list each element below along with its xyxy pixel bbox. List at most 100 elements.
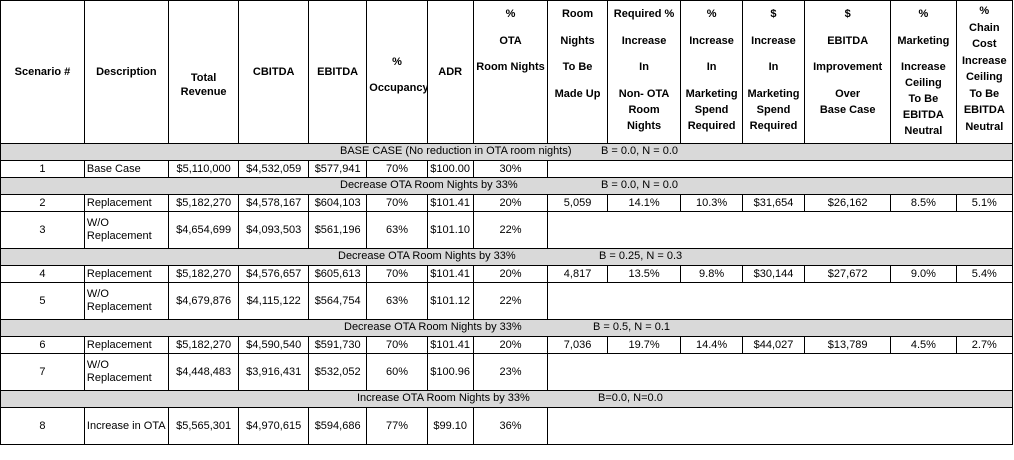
- cell-marketing-pct: 10.3%: [680, 194, 743, 212]
- cell-description: Increase in OTA: [83, 407, 169, 445]
- table-row: 7 W/O Replacement $4,448,483 $3,916,431 …: [0, 353, 1013, 391]
- cell-ota: 23%: [472, 353, 549, 391]
- cell-occupancy: 70%: [366, 194, 428, 212]
- header-description: Description: [83, 0, 169, 144]
- section-band-cell: Increase OTA Room Nights by 33% B=0.0, N…: [0, 390, 1013, 408]
- section-band-cell: Decrease OTA Room Nights by 33% B = 0.25…: [0, 248, 1013, 266]
- cell-occupancy: 63%: [366, 211, 428, 249]
- section-band: BASE CASE (No reduction in OTA room nigh…: [0, 143, 1013, 161]
- section-title: Decrease OTA Room Nights by 33%: [344, 321, 522, 333]
- cell-adr: $101.41: [426, 265, 474, 283]
- table-row: 4 Replacement $5,182,270 $4,576,657 $605…: [0, 265, 1014, 283]
- cell-marketing-ceiling: 8.5%: [890, 194, 957, 212]
- header-marketing-ceiling: % Marketing Increase Ceiling To Be EBITD…: [890, 0, 957, 144]
- cell-ebitda: $561,196: [307, 211, 368, 249]
- cell-cbitda: $3,916,431: [238, 353, 309, 391]
- cell-ebitda: $591,730: [307, 336, 368, 354]
- section-params: B = 0.0, N = 0.0: [601, 179, 679, 191]
- cell-occupancy: 70%: [366, 160, 428, 178]
- cell-description: Replacement: [83, 265, 169, 283]
- cell-scenario: 8: [0, 407, 85, 445]
- cell-adr: $99.10: [426, 407, 474, 445]
- cell-empty: [547, 282, 1013, 320]
- cell-total-revenue: $5,565,301: [167, 407, 240, 445]
- section-title: Increase OTA Room Nights by 33%: [357, 392, 530, 404]
- table-row: 3 W/O Replacement $4,654,699 $4,093,503 …: [0, 211, 1013, 249]
- cell-empty: [547, 160, 1013, 178]
- cell-adr: $101.41: [426, 194, 474, 212]
- cell-ota: 20%: [472, 336, 549, 354]
- cell-ebitda-improvement: $27,672: [804, 265, 892, 283]
- table-row: 5 W/O Replacement $4,679,876 $4,115,122 …: [0, 282, 1013, 320]
- header-pct-marketing-increase: % Increase In Marketing Spend Required: [680, 0, 743, 144]
- cell-cbitda: $4,532,059: [238, 160, 309, 178]
- section-band: Increase OTA Room Nights by 33% B=0.0, N…: [0, 390, 1013, 408]
- cell-ebitda: $564,754: [307, 282, 368, 320]
- table-row: 8 Increase in OTA $5,565,301 $4,970,615 …: [0, 407, 1013, 445]
- cell-ebitda: $604,103: [307, 194, 368, 212]
- section-band-cell: Decrease OTA Room Nights by 33% B = 0.0,…: [0, 177, 1013, 195]
- header-room-nights-made-up: Room Nights To Be Made Up: [547, 0, 608, 144]
- header-ebitda-improvement: $ EBITDA Improvement Over Base Case: [804, 0, 892, 144]
- cell-ota: 30%: [472, 160, 549, 178]
- cell-ebitda: $594,686: [307, 407, 368, 445]
- cell-description: Base Case: [83, 160, 169, 178]
- cell-description: W/O Replacement: [83, 353, 169, 391]
- cell-description: W/O Replacement: [83, 282, 169, 320]
- cell-empty: [547, 407, 1013, 445]
- section-band: Decrease OTA Room Nights by 33% B = 0.5,…: [0, 319, 1013, 337]
- cell-description: Replacement: [83, 194, 169, 212]
- section-band-cell: BASE CASE (No reduction in OTA room nigh…: [0, 143, 1013, 161]
- cell-marketing-dollar: $44,027: [741, 336, 806, 354]
- cell-room-nights: 7,036: [547, 336, 608, 354]
- cell-scenario: 3: [0, 211, 85, 249]
- header-chain-cost-ceiling: % Chain Cost Increase Ceiling To Be EBIT…: [955, 0, 1014, 144]
- cell-total-revenue: $4,654,699: [167, 211, 240, 249]
- section-band: Decrease OTA Room Nights by 33% B = 0.0,…: [0, 177, 1013, 195]
- section-params: B = 0.25, N = 0.3: [599, 250, 683, 262]
- table-row: 1 Base Case $5,110,000 $4,532,059 $577,9…: [0, 160, 1013, 178]
- cell-room-nights: 5,059: [547, 194, 608, 212]
- cell-marketing-pct: 14.4%: [680, 336, 743, 354]
- cell-ota: 22%: [472, 211, 549, 249]
- cell-ebitda-improvement: $13,789: [804, 336, 892, 354]
- header-occupancy: % Occupancy: [366, 0, 428, 144]
- cell-ota: 22%: [472, 282, 549, 320]
- cell-adr: $101.10: [426, 211, 474, 249]
- section-params: B = 0.5, N = 0.1: [593, 321, 671, 333]
- cell-ota: 20%: [472, 194, 549, 212]
- cell-ebitda: $577,941: [307, 160, 368, 178]
- section-params: B=0.0, N=0.0: [598, 392, 663, 404]
- cell-room-nights: 4,817: [547, 265, 608, 283]
- cell-description: Replacement: [83, 336, 169, 354]
- cell-scenario: 2: [0, 194, 85, 212]
- cell-ebitda: $532,052: [307, 353, 368, 391]
- header-cbitda: CBITDA: [238, 0, 309, 144]
- cell-scenario: 5: [0, 282, 85, 320]
- cell-total-revenue: $4,679,876: [167, 282, 240, 320]
- section-title: BASE CASE (No reduction in OTA room nigh…: [340, 145, 572, 157]
- cell-scenario: 4: [0, 265, 85, 283]
- header-adr: ADR: [426, 0, 474, 144]
- cell-occupancy: 77%: [366, 407, 428, 445]
- scenario-table: Scenario # Description Total Revenue CBI…: [0, 0, 1014, 445]
- cell-total-revenue: $5,182,270: [167, 336, 240, 354]
- cell-cbitda: $4,093,503: [238, 211, 309, 249]
- cell-chain-ceiling: 5.4%: [955, 265, 1014, 283]
- table-row: 6 Replacement $5,182,270 $4,590,540 $591…: [0, 336, 1014, 354]
- cell-marketing-pct: 9.8%: [680, 265, 743, 283]
- table-row: 2 Replacement $5,182,270 $4,578,167 $604…: [0, 194, 1014, 212]
- cell-total-revenue: $5,182,270: [167, 265, 240, 283]
- cell-occupancy: 70%: [366, 336, 428, 354]
- cell-empty: [547, 353, 1013, 391]
- cell-required-increase: 19.7%: [606, 336, 682, 354]
- cell-adr: $100.96: [426, 353, 474, 391]
- cell-occupancy: 63%: [366, 282, 428, 320]
- cell-chain-ceiling: 2.7%: [955, 336, 1014, 354]
- cell-cbitda: $4,576,657: [238, 265, 309, 283]
- section-band: Decrease OTA Room Nights by 33% B = 0.25…: [0, 248, 1013, 266]
- header-total-revenue: Total Revenue: [167, 0, 240, 144]
- header-dollar-marketing-increase: $ Increase In Marketing Spend Required: [741, 0, 806, 144]
- cell-marketing-dollar: $30,144: [741, 265, 806, 283]
